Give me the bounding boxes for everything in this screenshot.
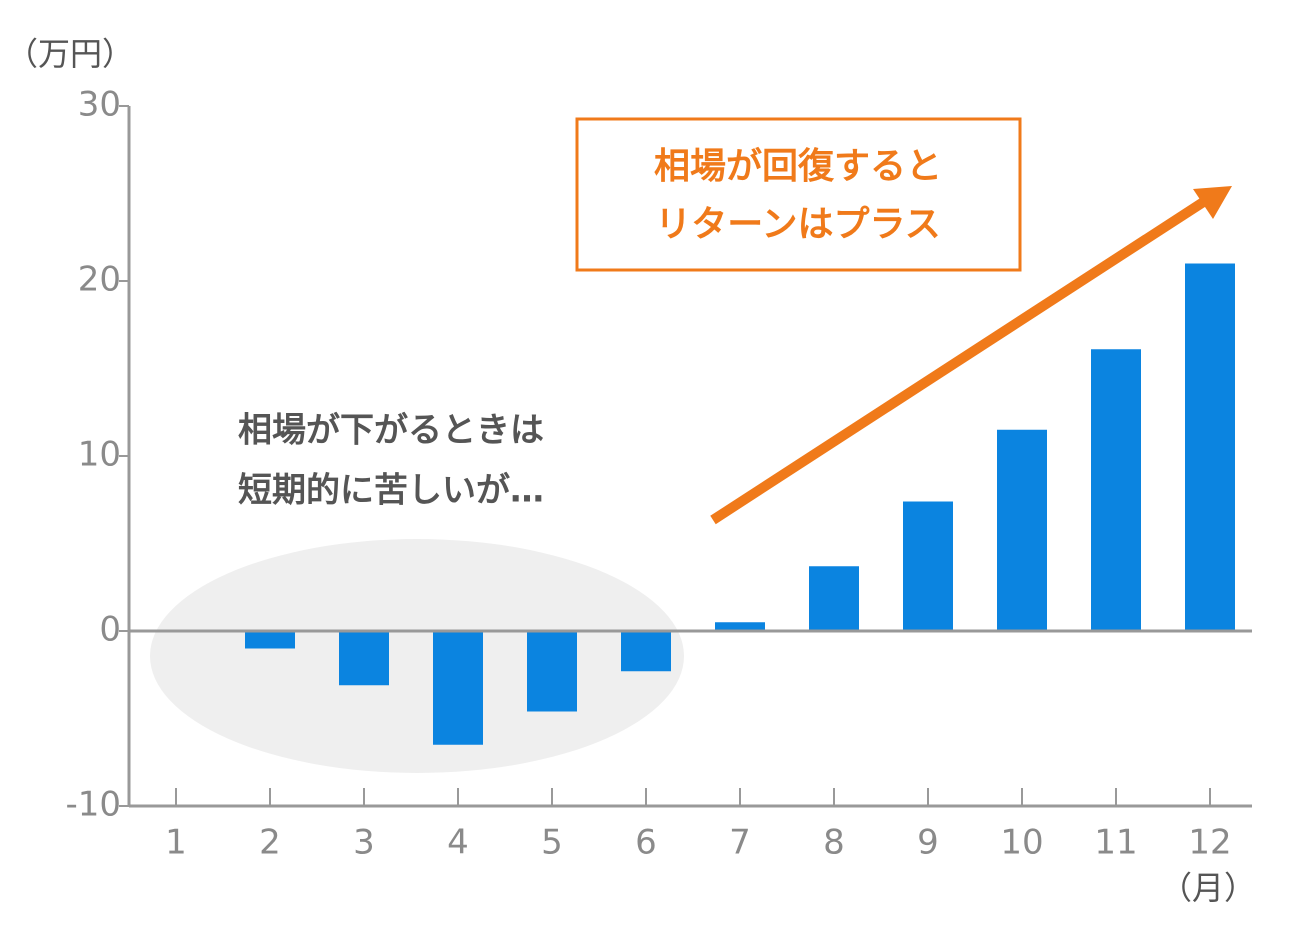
bar <box>527 631 577 712</box>
annotation: 相場が回復すると <box>654 146 942 187</box>
annotation: リターンはプラス <box>655 204 940 245</box>
trend-arrow <box>710 194 1211 525</box>
x-tick-label: 10 <box>1000 823 1043 863</box>
y-tick-label: 0 <box>99 610 121 650</box>
y-tick-label: 10 <box>78 435 121 475</box>
x-axis-unit: （月） <box>1160 869 1256 907</box>
annotation: 相場が下がるときは <box>238 411 544 451</box>
bar <box>433 631 483 745</box>
x-tick-label: 7 <box>729 823 751 863</box>
bar <box>1091 349 1141 631</box>
bar <box>997 429 1047 631</box>
x-tick-label: 2 <box>259 823 281 863</box>
y-axis-unit: （万円） <box>6 35 134 73</box>
bar <box>245 631 295 649</box>
y-tick-label: 20 <box>78 260 121 300</box>
x-tick-label: 6 <box>635 823 657 863</box>
bar <box>339 631 389 686</box>
callout-box <box>575 117 1022 272</box>
x-tick-label: 5 <box>541 823 563 863</box>
bar <box>1185 263 1235 631</box>
bar <box>621 631 671 672</box>
annotation: 短期的に苦しいが… <box>238 471 544 511</box>
bar <box>903 501 953 631</box>
x-tick-label: 3 <box>353 823 375 863</box>
x-tick-label: 9 <box>917 823 939 863</box>
y-tick-label: -10 <box>65 785 121 825</box>
highlight-ellipse <box>150 539 684 773</box>
y-tick-label: 30 <box>78 85 121 125</box>
arrow-head <box>1193 186 1232 219</box>
x-tick-label: 4 <box>447 823 469 863</box>
x-tick-label: 1 <box>165 823 187 863</box>
bar <box>809 566 859 631</box>
bar <box>715 622 765 631</box>
x-tick-label: 8 <box>823 823 845 863</box>
x-tick-label: 12 <box>1188 823 1231 863</box>
x-tick-label: 11 <box>1094 823 1137 863</box>
